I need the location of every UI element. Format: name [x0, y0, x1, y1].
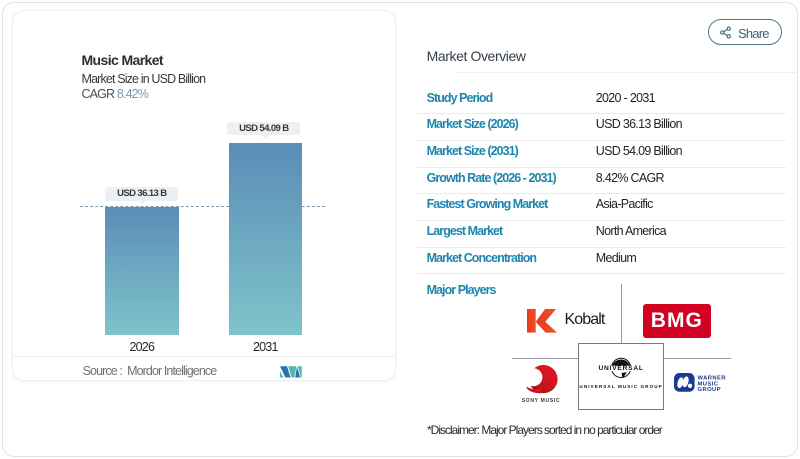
svg-text:UNIVERSAL: UNIVERSAL — [598, 365, 643, 372]
svg-text:SONY MUSIC: SONY MUSIC — [522, 398, 561, 404]
svg-text:MUSIC: MUSIC — [698, 381, 719, 387]
svg-text:WARNER: WARNER — [698, 375, 727, 381]
svg-text:UNIVERSAL MUSIC GROUP: UNIVERSAL MUSIC GROUP — [579, 384, 662, 389]
svg-text:GROUP: GROUP — [698, 386, 722, 392]
